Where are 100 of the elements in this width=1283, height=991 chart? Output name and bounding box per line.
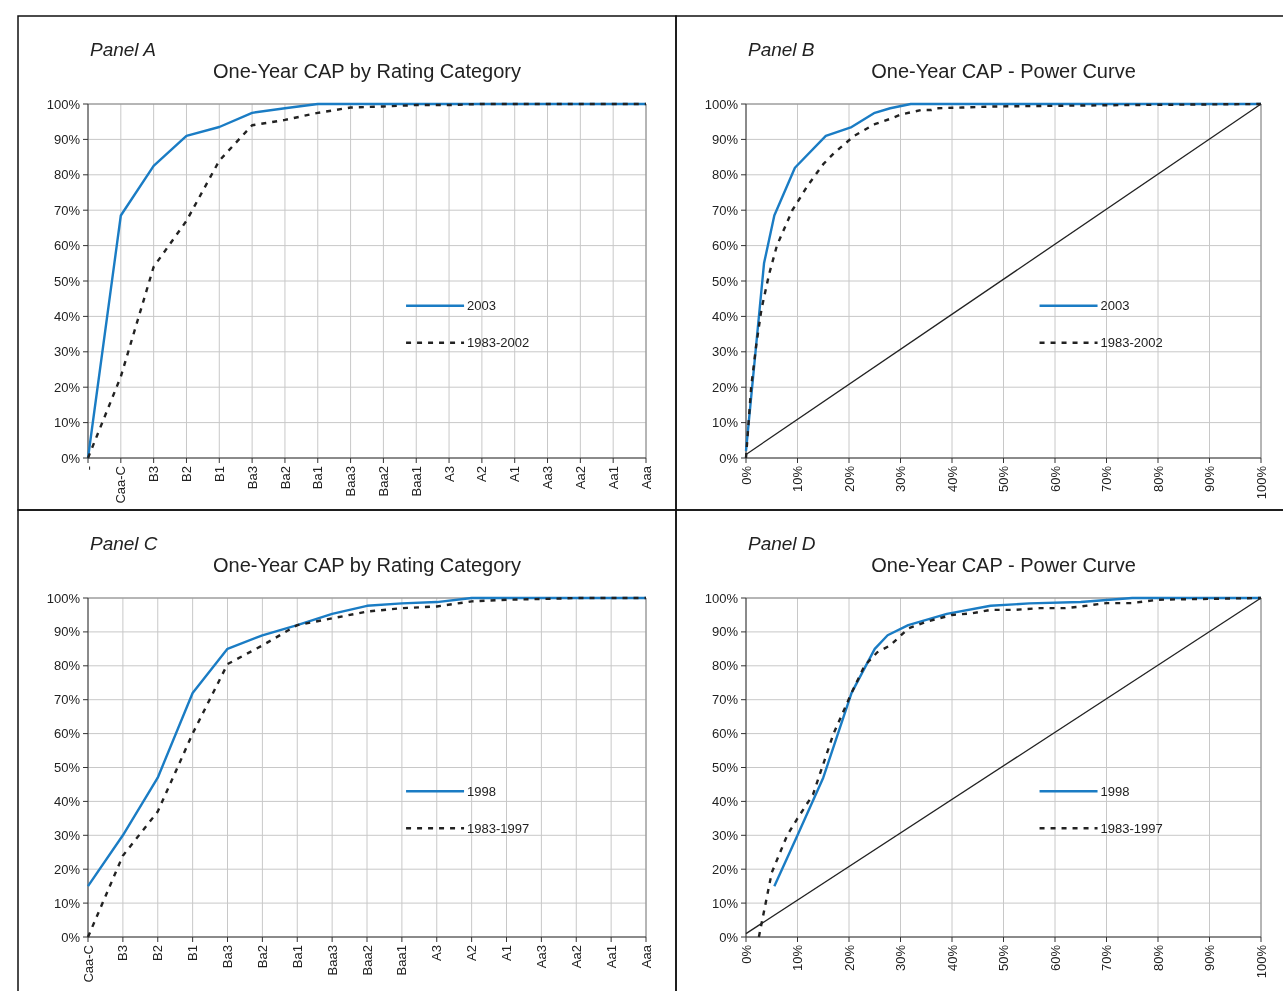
y-tick-label: 30% <box>53 827 81 843</box>
x-tick-label: Baa1 <box>408 466 424 497</box>
x-tick-label: 90% <box>1202 944 1218 972</box>
y-tick-label: 0% <box>61 450 81 466</box>
text: Panel B <box>748 39 815 60</box>
x-tick-label: 70% <box>1099 465 1115 493</box>
x-tick-label: Aa2 <box>572 466 588 490</box>
legend-label: 1983-2002 <box>467 335 530 351</box>
y-tick-label: 60% <box>53 238 81 254</box>
y-tick-label: 80% <box>711 658 739 674</box>
x-tick-label: 10% <box>790 465 806 493</box>
x-tick-label: Caa-C <box>113 466 129 504</box>
x-tick-label: - <box>80 466 96 471</box>
x-tick-label: Aaa <box>638 465 654 490</box>
x-tick-label: 0% <box>738 465 754 485</box>
x-tick-label: 40% <box>944 465 960 493</box>
y-tick-label: 20% <box>711 379 739 395</box>
y-tick-label: 70% <box>53 692 81 708</box>
x-tick-label: Ba3 <box>220 945 236 969</box>
legend-label: 2003 <box>1100 298 1130 314</box>
y-tick-label: 70% <box>53 202 81 218</box>
y-tick-label: 40% <box>711 793 739 809</box>
x-tick-label: 100% <box>1253 465 1269 500</box>
x-tick-label: Aaa <box>638 944 654 969</box>
chart-title: One-Year CAP - Power Curve <box>871 60 1136 82</box>
x-tick-label: Caa-C <box>80 945 96 983</box>
legend-label: 1983-1997 <box>1100 820 1163 836</box>
x-tick-label: A1 <box>507 466 523 482</box>
y-tick-label: 50% <box>53 760 81 776</box>
y-tick-label: 50% <box>711 273 739 289</box>
text: Panel D <box>748 533 816 554</box>
x-tick-label: A2 <box>474 466 490 482</box>
x-tick-label: 90% <box>1202 465 1218 493</box>
y-tick-label: 90% <box>711 624 739 640</box>
legend-label: 1983-1997 <box>467 820 530 836</box>
x-tick-label: 0% <box>738 944 754 964</box>
y-tick-label: 10% <box>53 415 81 431</box>
x-tick-label: A3 <box>441 466 457 482</box>
y-tick-label: 40% <box>53 308 81 324</box>
y-tick-label: 100% <box>46 590 81 606</box>
y-tick-label: 50% <box>711 760 739 776</box>
x-tick-label: Baa2 <box>359 945 375 976</box>
y-tick-label: 20% <box>53 379 81 395</box>
chart-title: One-Year CAP by Rating Category <box>213 554 521 576</box>
y-tick-label: 90% <box>711 131 739 147</box>
line-series <box>86 102 648 460</box>
x-tick-label: 60% <box>1047 465 1063 493</box>
x-tick-label: 10% <box>790 944 806 972</box>
y-tick-label: 90% <box>53 131 81 147</box>
y-tick-label: 80% <box>711 167 739 183</box>
y-tick-label: 0% <box>719 450 739 466</box>
x-tick-label: Aa1 <box>603 945 619 969</box>
x-tick-label: Ba1 <box>289 945 305 969</box>
x-tick-label: 20% <box>841 465 857 493</box>
chart-title: One-Year CAP - Power Curve <box>871 554 1136 576</box>
x-tick-label: Ba2 <box>277 466 293 490</box>
legend-label: 1998 <box>1100 783 1130 799</box>
x-tick-label: Ba3 <box>244 466 260 490</box>
legend-label: 2003 <box>467 298 496 314</box>
x-tick-label: 50% <box>996 944 1012 972</box>
y-tick-label: 60% <box>53 726 81 742</box>
y-tick-label: 80% <box>53 658 81 674</box>
x-tick-label: B3 <box>146 466 162 482</box>
y-tick-label: 30% <box>711 344 739 360</box>
y-tick-label: 40% <box>53 793 81 809</box>
x-tick-label: B1 <box>185 945 201 961</box>
y-tick-label: 0% <box>719 929 739 945</box>
y-tick-label: 100% <box>46 96 81 112</box>
y-tick-label: 60% <box>711 726 739 742</box>
x-tick-label: 70% <box>1099 944 1115 972</box>
x-tick-label: Ba1 <box>310 466 326 490</box>
y-tick-label: 70% <box>711 692 739 708</box>
x-tick-label: Aa2 <box>568 945 584 969</box>
y-tick-label: 10% <box>53 895 81 911</box>
y-tick-label: 40% <box>711 308 739 324</box>
text: Panel C <box>90 533 158 554</box>
legend-label: 1998 <box>467 783 496 799</box>
y-tick-label: 100% <box>704 96 739 112</box>
x-tick-label: Aa3 <box>533 945 549 969</box>
x-tick-label: Aa1 <box>605 466 621 490</box>
x-tick-label: Baa3 <box>343 466 359 497</box>
y-tick-label: 50% <box>53 273 81 289</box>
y-tick-label: 0% <box>61 929 81 945</box>
x-tick-label: B3 <box>115 945 131 961</box>
legend-label: 1983-2002 <box>1100 335 1163 351</box>
y-tick-label: 20% <box>53 861 81 877</box>
x-tick-label: 30% <box>893 944 909 972</box>
x-tick-label: 80% <box>1150 944 1166 972</box>
y-tick-label: 30% <box>711 827 739 843</box>
chart-title: One-Year CAP by Rating Category <box>213 60 521 82</box>
x-tick-label: Baa3 <box>324 945 340 976</box>
x-tick-label: Aa3 <box>540 466 556 490</box>
x-tick-label: A3 <box>429 945 445 961</box>
x-tick-label: 100% <box>1253 944 1269 979</box>
y-tick-label: 100% <box>704 590 739 606</box>
x-tick-label: 40% <box>944 944 960 972</box>
x-tick-label: A2 <box>464 945 480 961</box>
x-tick-label: 30% <box>893 465 909 493</box>
y-tick-label: 10% <box>711 415 739 431</box>
x-tick-label: B1 <box>211 466 227 482</box>
